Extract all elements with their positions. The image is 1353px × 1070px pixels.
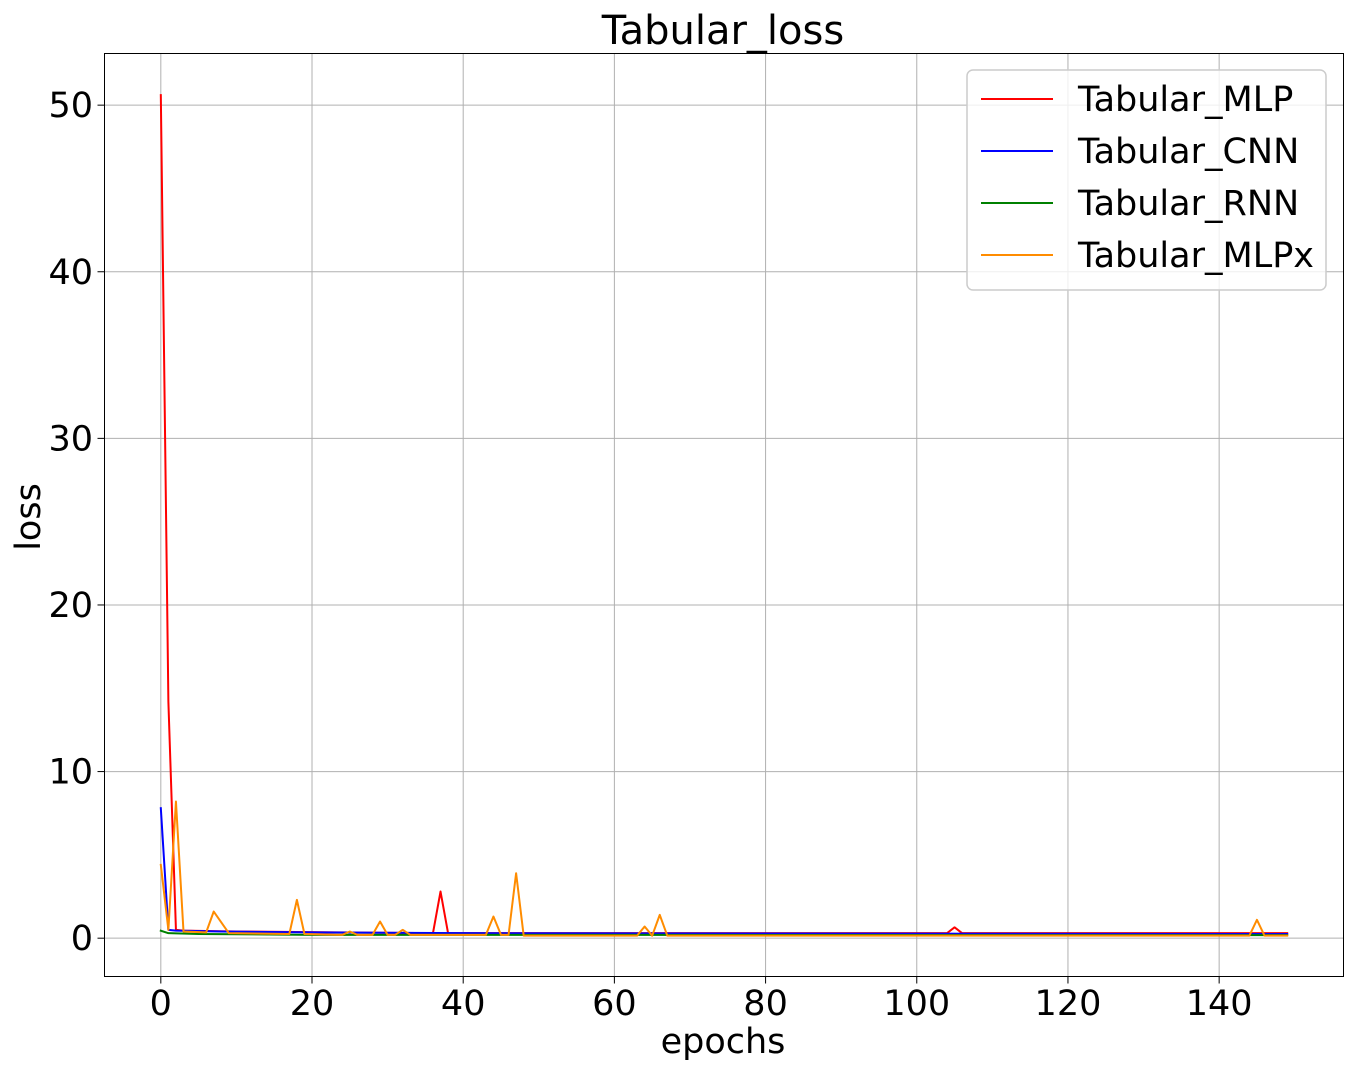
- y-tick-label: 10: [48, 753, 93, 793]
- x-axis-label: epochs: [661, 1022, 786, 1062]
- y-tick-label: 40: [48, 253, 93, 293]
- x-tick-label: 20: [290, 984, 335, 1024]
- legend-label-tabular-cnn: Tabular_CNN: [1077, 132, 1299, 172]
- series-lines: [159, 94, 1289, 937]
- series-line-tabular-mlpx: [159, 800, 1289, 937]
- x-tick-label: 60: [592, 984, 637, 1024]
- x-tick-label: 40: [441, 984, 486, 1024]
- legend-label-tabular-mlpx: Tabular_MLPx: [1077, 236, 1314, 276]
- axis-ticks: 0 20 40 60 80 100 120 140 0 10 20 30 40 50: [48, 86, 1252, 1024]
- x-tick-label: 100: [883, 984, 950, 1024]
- y-tick-label: 20: [48, 586, 93, 626]
- series-line-tabular-mlp: [159, 94, 1289, 935]
- y-tick-label: 0: [71, 919, 93, 959]
- legend-box: [966, 69, 1327, 291]
- legend: Tabular_MLP Tabular_CNN Tabular_RNN Tabular…: [966, 69, 1327, 291]
- chart-title: Tabular_loss: [601, 8, 844, 54]
- x-tick-label: 80: [743, 984, 788, 1024]
- plot-frame: [104, 53, 1344, 977]
- legend-label-tabular-mlp: Tabular_MLP: [1077, 80, 1293, 120]
- y-tick-label: 30: [48, 419, 93, 459]
- y-axis-label: loss: [9, 483, 49, 551]
- x-tick-label: 140: [1186, 984, 1253, 1024]
- y-tick-label: 50: [48, 86, 93, 126]
- x-tick-label: 0: [150, 984, 172, 1024]
- legend-label-tabular-rnn: Tabular_RNN: [1077, 184, 1299, 224]
- x-tick-label: 120: [1035, 984, 1102, 1024]
